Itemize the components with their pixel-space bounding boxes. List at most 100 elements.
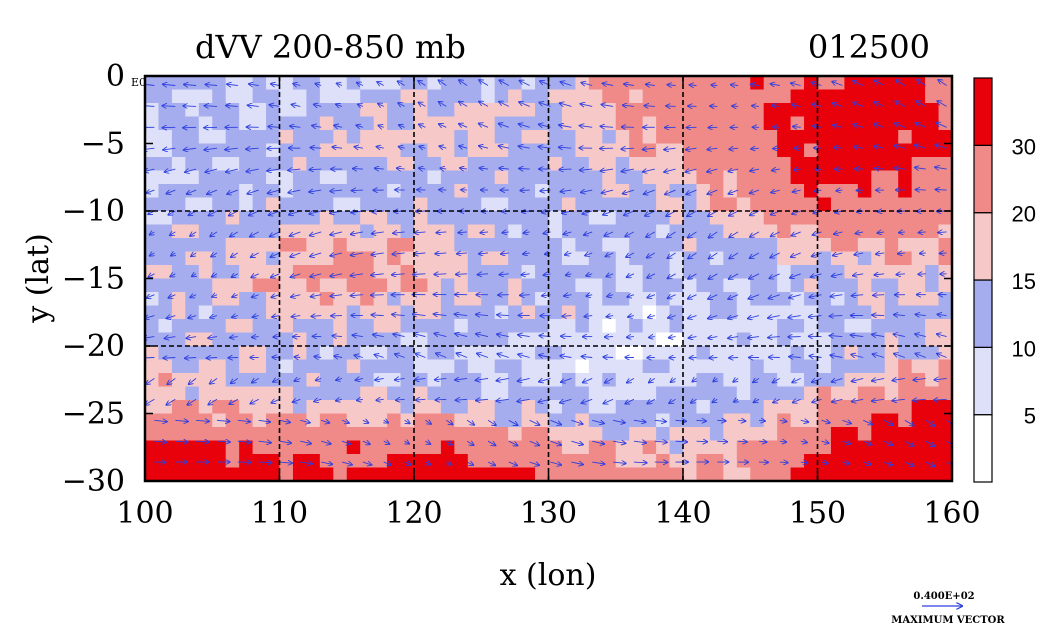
field-cell — [561, 265, 576, 280]
field-cell — [817, 332, 832, 347]
field-cell — [871, 143, 886, 158]
wind-vector — [499, 168, 509, 169]
field-cell — [212, 184, 227, 199]
field-cell — [158, 238, 173, 253]
field-cell — [642, 454, 657, 469]
field-cell — [481, 265, 496, 280]
field-cell — [292, 251, 307, 266]
field-cell — [333, 251, 348, 266]
field-cell — [696, 170, 711, 185]
field-cell — [427, 319, 442, 334]
wind-vector — [643, 148, 655, 149]
field-cell — [481, 292, 496, 307]
field-cell — [292, 170, 307, 185]
field-cell — [575, 413, 590, 428]
field-cell — [198, 238, 213, 253]
field-cell — [279, 305, 294, 320]
field-cell — [938, 454, 952, 469]
field-cell — [319, 400, 334, 415]
field-cell — [790, 413, 805, 428]
field-cell — [588, 346, 603, 361]
field-cell — [857, 116, 872, 131]
wind-vector — [419, 124, 426, 127]
field-cell — [185, 197, 200, 212]
wind-vector — [145, 337, 155, 339]
field-cell — [830, 467, 845, 481]
field-cell — [239, 359, 254, 374]
field-cell — [736, 278, 751, 293]
field-cell — [857, 170, 872, 185]
field-cell — [817, 89, 832, 104]
wind-vector — [876, 253, 885, 254]
wind-vector — [251, 274, 259, 278]
field-cell — [481, 400, 496, 415]
field-cell — [346, 440, 361, 455]
wind-vector — [729, 273, 739, 279]
field-cell — [871, 224, 886, 239]
field-cell — [145, 170, 160, 185]
field-cell — [360, 224, 375, 239]
wind-vector — [415, 378, 426, 379]
field-cell — [548, 305, 563, 320]
wind-vector — [916, 101, 927, 107]
field-cell — [629, 157, 644, 172]
field-cell — [158, 89, 173, 104]
field-cell — [508, 359, 523, 374]
field-cell — [508, 386, 523, 401]
field-cell — [454, 184, 469, 199]
field-cell — [656, 251, 671, 266]
wind-vector — [330, 274, 343, 277]
wind-vector — [271, 274, 280, 278]
field-cell — [400, 130, 415, 145]
field-cell — [898, 427, 913, 442]
field-cell — [709, 319, 724, 334]
field-cell — [508, 184, 523, 199]
field-cell — [844, 346, 859, 361]
field-cell — [225, 116, 240, 131]
field-cell — [817, 413, 832, 428]
wind-vector — [938, 232, 947, 233]
field-cell — [427, 76, 442, 91]
field-cell — [521, 238, 536, 253]
wind-vector — [251, 252, 259, 257]
wind-vector — [273, 378, 280, 382]
field-cell — [387, 305, 402, 320]
field-cell — [198, 386, 213, 401]
wind-vector — [523, 253, 530, 254]
field-cell — [844, 386, 859, 401]
field-cell — [292, 184, 307, 199]
field-cell — [548, 319, 563, 334]
field-cell — [777, 467, 792, 481]
wind-vector — [252, 337, 259, 338]
field-cell — [198, 292, 213, 307]
field-cell — [481, 103, 496, 118]
field-cell — [561, 332, 576, 347]
field-cell — [508, 89, 523, 104]
field-cell — [857, 89, 872, 104]
wind-vector — [647, 274, 656, 278]
field-cell — [750, 130, 765, 145]
field-cell — [588, 278, 603, 293]
field-cell — [279, 184, 294, 199]
wind-vector — [499, 274, 509, 275]
wind-vector — [733, 378, 738, 382]
wind-vector — [258, 420, 271, 422]
field-cell — [588, 170, 603, 185]
field-cell — [225, 386, 240, 401]
field-cell — [225, 440, 240, 455]
field-cell — [548, 467, 563, 481]
field-cell — [306, 89, 321, 104]
wind-vector — [627, 337, 634, 338]
wind-vector — [585, 253, 593, 256]
field-cell — [494, 265, 509, 280]
wind-vector — [378, 125, 384, 127]
field-cell — [777, 373, 792, 388]
wind-vector — [209, 210, 218, 216]
field-cell — [898, 292, 913, 307]
wind-vector — [291, 274, 301, 277]
field-cell — [454, 265, 469, 280]
wind-vector — [550, 440, 562, 445]
field-cell — [440, 130, 455, 145]
wind-vector — [321, 441, 331, 444]
field-cell — [440, 278, 455, 293]
